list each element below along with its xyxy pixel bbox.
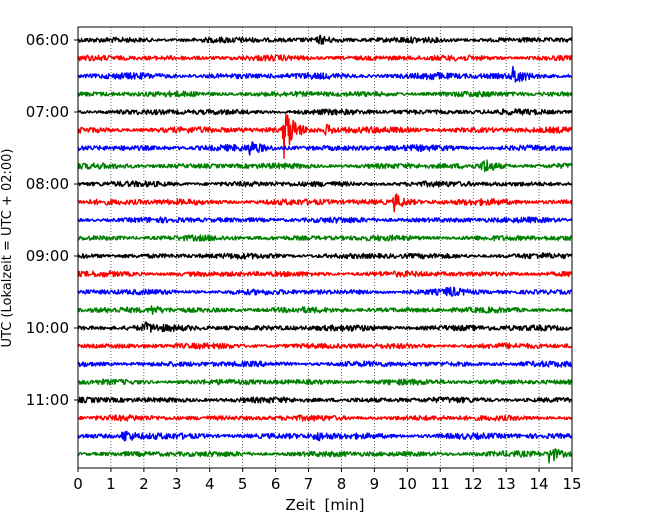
x-tick-label: 12: [464, 475, 483, 493]
trace-line: [77, 342, 573, 350]
x-tick-label: 2: [139, 475, 149, 493]
trace-line: [77, 141, 573, 156]
plot-frame: [77, 26, 573, 469]
trace-line: [77, 34, 573, 45]
y-tick-label: 08:00: [26, 175, 69, 193]
trace-line: [77, 193, 573, 213]
y-tick-label: 07:00: [26, 103, 69, 121]
trace-line: [77, 396, 573, 404]
x-tick-label: 1: [106, 475, 116, 493]
x-axis-ticks: 0 1 2 3 4 5 6 7 8 9 10 11 12 13 14 15: [73, 468, 582, 493]
trace-line: [77, 180, 573, 188]
trace-line: [77, 234, 573, 242]
trace-line: [77, 216, 573, 224]
x-tick-label: 0: [73, 475, 83, 493]
x-tick-label: 9: [370, 475, 380, 493]
trace-line: [77, 65, 573, 83]
trace-line: [77, 321, 573, 333]
trace-line: [77, 252, 573, 260]
trace-line: [77, 305, 573, 315]
x-tick-label: 8: [337, 475, 347, 493]
trace-line: [77, 108, 573, 116]
x-tick-label: 15: [562, 475, 581, 493]
y-tick-label: 11:00: [26, 391, 69, 409]
seismic-traces: [77, 34, 573, 464]
y-tick-label: 10:00: [26, 319, 69, 337]
x-tick-label: 11: [431, 475, 450, 493]
trace-line: [77, 90, 573, 98]
trace-line: [77, 360, 573, 368]
y-axis-ticks: 06:00 07:00 08:00 09:00 10:00 11:00: [26, 31, 78, 409]
plot-background: [78, 27, 572, 468]
x-tick-label: 13: [497, 475, 516, 493]
trace-line: [77, 54, 573, 62]
trace-line: [77, 448, 573, 464]
x-tick-label: 6: [271, 475, 281, 493]
x-tick-label: 7: [304, 475, 314, 493]
y-tick-label: 06:00: [26, 31, 69, 49]
trace-line: [77, 378, 573, 386]
trace-line: [77, 113, 573, 159]
x-tick-label: 5: [238, 475, 248, 493]
x-tick-label: 14: [530, 475, 549, 493]
x-tick-label: 4: [205, 475, 215, 493]
trace-line: [77, 430, 573, 442]
x-tick-label: 10: [398, 475, 417, 493]
trace-line: [77, 414, 573, 422]
x-axis-label: Zeit [min]: [285, 496, 364, 514]
y-tick-label: 09:00: [26, 247, 69, 265]
trace-line: [77, 286, 573, 297]
y-axis-label: UTC (Lokalzeit = UTC + 02:00): [0, 149, 15, 348]
trace-line: [77, 159, 573, 173]
trace-line: [77, 270, 573, 278]
x-tick-label: 3: [172, 475, 182, 493]
